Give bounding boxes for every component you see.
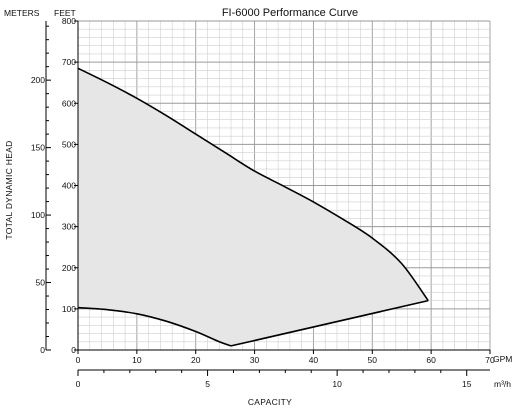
x-unit-secondary: m³/h [494,379,511,389]
y-tick-label: 300 [62,222,76,232]
y-tick-label: 600 [62,98,76,108]
y-tick-label: 100 [62,304,76,314]
x-axis-title: CAPACITY [248,397,292,407]
secondary-x-tick-label: 10 [332,379,342,389]
y-tick-label: 500 [62,139,76,149]
x-unit-primary: GPM [493,354,512,364]
y-tick-label: 400 [62,181,76,191]
secondary-x-tick-label: 0 [76,379,81,389]
y-unit-primary: FEET [54,8,76,18]
x-tick-label: 0 [76,355,81,365]
x-tick-label: 60 [426,355,436,365]
y-tick-label: 800 [62,16,76,26]
secondary-y-tick-label: 50 [36,278,46,288]
upper-curve-line [77,67,429,302]
secondary-x-tick-label: 15 [462,379,472,389]
secondary-y-tick-label: 200 [31,75,45,85]
y-unit-secondary: METERS [4,8,40,18]
y-tick-label: 200 [62,263,76,273]
secondary-y-tick-label: 150 [31,143,45,153]
x-tick-label: 50 [368,355,378,365]
x-tick-label: 30 [250,355,260,365]
x-tick-label: 10 [132,355,142,365]
secondary-x-tick-label: 5 [205,379,210,389]
y-tick-label: 700 [62,57,76,67]
operating-envelope-area [78,68,429,346]
x-tick-label: 20 [191,355,201,365]
lower-curve-line [77,306,232,347]
y-axis-title: TOTAL DYNAMIC HEAD [4,140,14,239]
plot-area [77,67,429,347]
x-tick-label: 40 [309,355,319,365]
secondary-y-tick-label: 100 [31,210,45,220]
x-tick-label: 70 [485,355,495,365]
secondary-y-tick-label: 0 [40,345,45,355]
y-tick-label: 0 [71,345,76,355]
lower-rising-line [230,299,429,347]
chart-title: FI-6000 Performance Curve [222,7,358,19]
